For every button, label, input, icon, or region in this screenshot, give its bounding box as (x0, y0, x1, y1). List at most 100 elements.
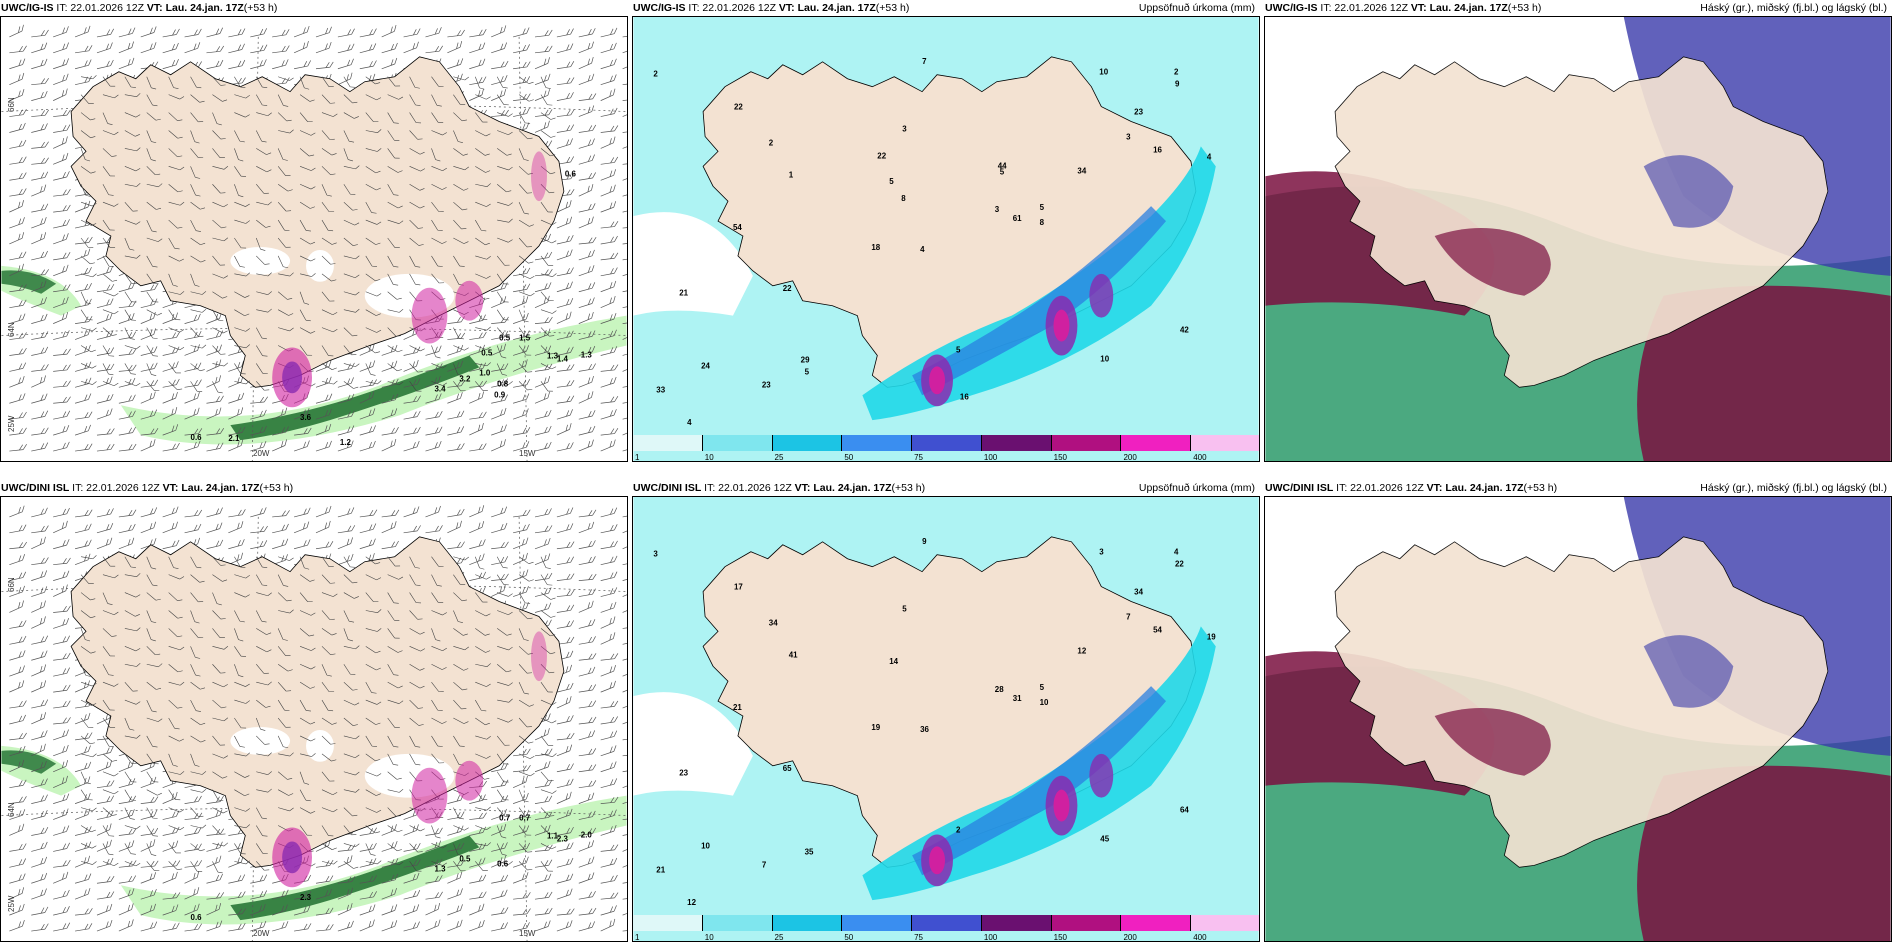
latitude-label: 66N (7, 577, 16, 592)
value-label: 19 (871, 723, 880, 732)
colorbar-cell (981, 915, 1052, 931)
value-label: 9 (922, 537, 927, 546)
value-label: 0.5 (499, 334, 511, 343)
map-canvas: 0.60.51.3 1.31.41.53.63.43.20.80.91.02.1 1… (1, 17, 627, 461)
value-label: 14 (889, 657, 898, 666)
map-panel-ig-cloud: UWC/IG-IS IT: 22.01.2026 12Z VT: Lau. 24… (1264, 2, 1892, 462)
colorbar-label: 1 (635, 453, 640, 461)
value-label: 23 (679, 769, 688, 778)
model-name: UWC/IG-IS (633, 2, 686, 14)
field-title: Uppsöfnuð úrkoma (mm) (1138, 482, 1255, 494)
lead-time: (+53 h) (891, 482, 926, 494)
colorbar-cell (1051, 915, 1122, 931)
value-label: 22 (734, 103, 743, 112)
value-label: 3 (1126, 132, 1131, 141)
latitude-label: 25W (7, 415, 16, 432)
value-label: 1.1 (547, 831, 559, 840)
model-name: UWC/IG-IS (1, 2, 54, 14)
value-label: 7 (922, 57, 927, 66)
value-label: 23 (762, 380, 771, 389)
value-label: 4 (1174, 548, 1179, 557)
valid-time: VT: Lau. 24.jan. 17Z (1410, 2, 1508, 14)
value-label: 16 (1153, 145, 1162, 154)
value-label: 0.7 (519, 814, 531, 823)
value-label: 10 (1099, 68, 1108, 77)
longitude-label: 20W (253, 929, 270, 938)
value-label: 17 (734, 583, 743, 592)
value-label: 0.6 (497, 859, 509, 868)
value-label: 34 (769, 618, 778, 627)
latitude-label: 64N (7, 802, 16, 817)
value-label: 3 (902, 124, 907, 133)
valid-time: VT: Lau. 24.jan. 17Z (162, 482, 260, 494)
valid-time: VT: Lau. 24.jan. 17Z (146, 2, 244, 14)
colorbar-cell (1121, 915, 1192, 931)
colorbar-label: 75 (914, 453, 924, 461)
map-panel-dini-wind: UWC/DINI ISL IT: 22.01.2026 12Z VT: Lau.… (0, 482, 628, 942)
map-panel-ig-wind: UWC/IG-IS IT: 22.01.2026 12Z VT: Lau. 24… (0, 2, 628, 462)
value-label: 64 (1180, 806, 1189, 815)
value-label: 34 (1077, 166, 1086, 175)
map-panel-ig-precip: UWC/IG-IS IT: 22.01.2026 12Z VT: Lau. 24… (632, 2, 1260, 462)
colorbar-cell (702, 915, 773, 931)
map-canvas (1265, 497, 1891, 941)
value-label: 22 (783, 284, 792, 293)
value-label: 1.0 (479, 368, 491, 377)
value-label: 1.3 (547, 351, 559, 360)
value-label: 2.3 (300, 893, 312, 902)
value-label: 3.6 (300, 413, 312, 422)
colorbar-cell (633, 435, 703, 451)
latitude-label: 66N (7, 97, 16, 112)
colorbar-cell (1191, 435, 1259, 451)
value-label: 2.3 (557, 834, 569, 843)
map-canvas (1265, 17, 1891, 461)
value-label: 21 (733, 703, 742, 712)
value-label: 42 (1180, 326, 1189, 335)
value-label: 7 (762, 860, 767, 869)
init-time: IT: 22.01.2026 12Z (1333, 482, 1427, 494)
value-label: 28 (995, 685, 1004, 694)
colorbar-cell (772, 915, 843, 931)
panel-header: UWC/IG-IS IT: 22.01.2026 12Z VT: Lau. 24… (633, 0, 1261, 16)
colorbar-label: 10 (704, 453, 714, 461)
value-label: 22 (1175, 560, 1184, 569)
value-label: 31 (1013, 694, 1022, 703)
longitude-label: 20W (253, 449, 270, 458)
value-label: 1.3 (434, 864, 446, 873)
panel-header: UWC/IG-IS IT: 22.01.2026 12Z VT: Lau. 24… (1, 0, 629, 16)
valid-time: VT: Lau. 24.jan. 17Z (1426, 482, 1524, 494)
value-label: 16 (960, 392, 969, 401)
colorbar: 1 10 25 50 75 100 150 200 400 (633, 915, 1259, 941)
value-label: 0.9 (494, 390, 506, 399)
lead-time: (+53 h) (875, 2, 910, 14)
colorbar-cell (702, 435, 773, 451)
value-label: 18 (871, 243, 880, 252)
value-label: 19 (1207, 632, 1216, 641)
colorbar-cell (1051, 435, 1122, 451)
value-label: 35 (805, 847, 814, 856)
value-label: 4 (687, 418, 692, 427)
value-label: 5 (805, 367, 810, 376)
valid-time: VT: Lau. 24.jan. 17Z (778, 2, 876, 14)
value-label: 61 (1013, 214, 1022, 223)
colorbar-cell (1121, 435, 1192, 451)
lead-time: (+53 h) (243, 2, 278, 14)
value-label: 1 (789, 170, 794, 179)
colorbar-cell (842, 915, 913, 931)
value-label: 10 (1040, 698, 1049, 707)
latitude-label: 64N (7, 322, 16, 337)
value-label: 0.6 (191, 433, 203, 442)
value-label: 21 (679, 289, 688, 298)
value-label: 7 (1126, 612, 1131, 621)
colorbar-label: 150 (1053, 933, 1068, 941)
value-label: 2.0 (581, 830, 593, 839)
lead-time: (+53 h) (1523, 482, 1558, 494)
lead-time: (+53 h) (1507, 2, 1542, 14)
model-name: UWC/IG-IS (1265, 2, 1318, 14)
colorbar-label: 150 (1053, 453, 1068, 461)
value-label: 0.8 (497, 379, 509, 388)
colorbar-label: 200 (1123, 453, 1137, 461)
field-title: Háský (gr.), miðský (fj.bl.) og lágský (… (1700, 482, 1887, 494)
value-label: 10 (1100, 354, 1109, 363)
field-title: Háský (gr.), miðský (fj.bl.) og lágský (… (1700, 2, 1887, 14)
